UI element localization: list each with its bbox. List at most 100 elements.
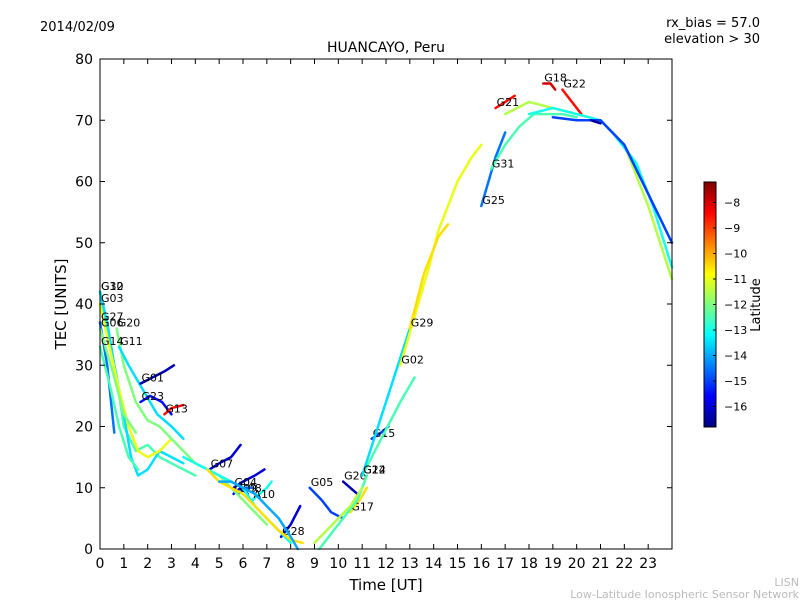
series-label-g29: G29 — [411, 317, 434, 330]
series-line-g29 — [408, 223, 450, 330]
series-label-g22: G22 — [563, 78, 586, 91]
y-tick-label: 50 — [75, 236, 93, 252]
y-tick-label: 10 — [75, 481, 93, 497]
series-line-g24 — [360, 327, 412, 477]
colorbar-tick-label: −16 — [724, 401, 747, 414]
series-line-g17 — [349, 486, 369, 514]
y-tick-label: 70 — [75, 113, 93, 129]
colorbar-tick-label: −9 — [724, 222, 740, 235]
series-line-e3 — [551, 115, 674, 245]
x-tick-label: 9 — [310, 556, 319, 572]
x-tick-label: 7 — [262, 556, 271, 572]
colorbar-tick-label: −12 — [724, 299, 747, 312]
series-label-g13: G13 — [165, 402, 188, 415]
colorbar-tick-label: −15 — [724, 375, 747, 388]
x-tick-label: 14 — [425, 556, 443, 572]
series-line-d3 — [206, 468, 304, 545]
series-line-g26 — [341, 480, 359, 496]
chart-title: HUANCAYO, Peru — [327, 40, 445, 56]
y-tick-label: 40 — [75, 297, 93, 313]
series-line-g01 — [139, 364, 176, 385]
x-tick-label: 4 — [191, 556, 200, 572]
series-line-g18 — [542, 82, 557, 91]
y-tick-label: 60 — [75, 175, 93, 191]
series-line-g13 — [163, 403, 185, 416]
series-label-g03: G03 — [101, 292, 124, 305]
series-label-g06: G06 — [101, 317, 124, 330]
x-tick-label: 3 — [167, 556, 176, 572]
x-tick-label: 2 — [143, 556, 152, 572]
series-label-g07: G07 — [211, 457, 234, 470]
colorbar-tick-label: −10 — [724, 247, 747, 260]
series-line-e2 — [527, 106, 674, 269]
colorbar-tick-label: −13 — [724, 324, 747, 337]
series-line-g22 — [561, 88, 583, 116]
series-label-g31: G31 — [492, 157, 515, 170]
series-line-e4 — [589, 119, 602, 125]
series-label-g25: G25 — [482, 194, 505, 207]
y-tick-label: 80 — [75, 52, 93, 68]
series-label-g23: G23 — [142, 390, 165, 403]
elevation-label: elevation > 30 — [664, 32, 760, 47]
series-line-g02 — [399, 143, 483, 367]
series-line-g06 — [98, 327, 138, 434]
x-axis-label: Time [UT] — [348, 576, 422, 594]
series-line-g03 — [98, 302, 173, 459]
x-tick-label: 8 — [286, 556, 295, 572]
footer-long: Low-Latitude Ionospheric Sensor Network — [570, 588, 799, 600]
x-tick-label: 11 — [353, 556, 371, 572]
y-tick-label: 20 — [75, 420, 93, 436]
series-label-g20: G20 — [118, 317, 141, 330]
series-label-g17: G17 — [351, 500, 374, 513]
x-tick-label: 12 — [377, 556, 395, 572]
x-tick-label: 0 — [96, 556, 105, 572]
plot-frame — [99, 58, 673, 550]
colorbar-tick-label: −11 — [724, 273, 747, 286]
series-label-g18: G18 — [544, 72, 567, 85]
footer-short: LISN — [774, 576, 799, 589]
series-label-g01: G01 — [142, 372, 165, 385]
x-tick-label: 23 — [639, 556, 657, 572]
series-line-d6 — [313, 486, 364, 545]
rx-bias-label: rx_bias = 57.0 — [666, 16, 760, 31]
series-label-g12: G12 — [363, 464, 386, 477]
series-line-g21 — [494, 94, 516, 110]
series-line-g23 — [139, 394, 173, 416]
series-line-g28 — [279, 504, 302, 539]
series-label-g21: G21 — [497, 96, 520, 109]
x-tick-label: 18 — [520, 556, 538, 572]
series-label-g24: G24 — [363, 464, 386, 477]
series-line-g05 — [308, 486, 345, 520]
colorbar-tick-label: −8 — [724, 196, 740, 209]
series-layer: G10G32G03G27G06G20G14G11G01G23G13G07G04G… — [98, 72, 674, 551]
y-axis-label: TEC [UNITS] — [52, 259, 70, 351]
x-tick-label: 5 — [215, 556, 224, 572]
series-line-g12 — [360, 376, 416, 477]
series-line-g20 — [115, 327, 173, 441]
x-tick-label: 22 — [615, 556, 633, 572]
series-label-g10: G10 — [101, 280, 124, 293]
colorbar-tick-label: −14 — [724, 350, 747, 363]
series-label-g14: G14 — [101, 335, 124, 348]
series-label-g27: G27 — [101, 310, 124, 323]
x-tick-label: 19 — [544, 556, 562, 572]
x-tick-label: 17 — [496, 556, 514, 572]
colorbar-label: Latitude — [749, 278, 764, 332]
x-tick-label: 6 — [239, 556, 248, 572]
x-tick-label: 21 — [592, 556, 610, 572]
x-tick-label: 20 — [568, 556, 586, 572]
series-line-g14 — [98, 345, 140, 471]
series-label-g28: G28 — [282, 525, 305, 538]
series-line-g11 — [117, 345, 185, 441]
series-label-g32: G32 — [101, 280, 124, 293]
x-tick-label: 15 — [449, 556, 467, 572]
date-label: 2014/02/09 — [40, 20, 115, 35]
x-tick-label: 16 — [472, 556, 490, 572]
series-line-a10 — [251, 480, 273, 502]
series-line-g07 — [208, 443, 242, 471]
y-tick-label: 0 — [84, 542, 93, 558]
series-label-g26: G26 — [344, 470, 367, 483]
colorbar-ticks: −8 −9 −10 −11 −12 −13 −14 −15 −16 — [713, 196, 747, 414]
series-label-g05: G05 — [311, 476, 334, 489]
